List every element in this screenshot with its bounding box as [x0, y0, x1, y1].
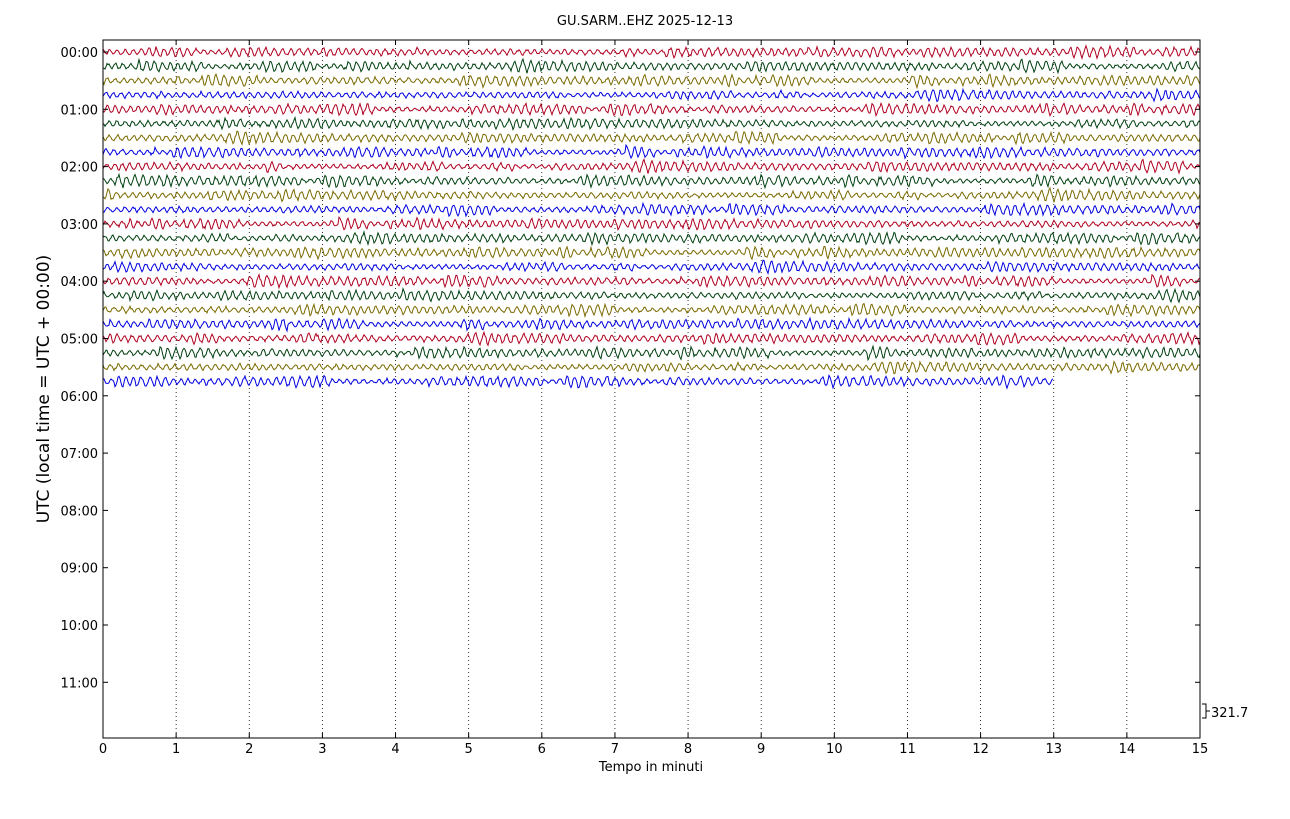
x-tick-label: 8 — [684, 742, 692, 757]
seismic-trace — [102, 374, 1054, 390]
scale-label: 321.7 — [1211, 706, 1248, 721]
seismic-trace — [102, 360, 1201, 375]
seismic-trace — [102, 344, 1201, 362]
x-tick-label: 1 — [172, 742, 180, 757]
seismic-trace — [102, 87, 1201, 103]
x-tick-label: 13 — [1045, 742, 1062, 757]
seismic-trace — [102, 186, 1201, 203]
seismic-trace — [102, 172, 1201, 190]
y-tick-label: 11:00 — [61, 676, 98, 691]
seismic-trace — [102, 330, 1201, 347]
x-axis-ticks: 0 1 2 3 4 5 6 7 8 9 10 11 12 13 14 15 — [99, 40, 1208, 757]
x-tick-label: 12 — [972, 742, 989, 757]
y-tick-label: 05:00 — [61, 333, 98, 348]
seismic-trace — [102, 286, 1201, 304]
seismic-trace — [102, 316, 1201, 333]
seismic-trace — [102, 302, 1201, 319]
y-tick-label: 07:00 — [61, 447, 98, 462]
seismic-trace — [102, 259, 1201, 275]
seismic-trace — [102, 143, 1201, 160]
chart-title: GU.SARM..EHZ 2025-12-13 — [557, 14, 733, 29]
x-tick-label: 10 — [826, 742, 843, 757]
x-tick-label: 14 — [1119, 742, 1136, 757]
x-tick-label: 6 — [538, 742, 546, 757]
y-tick-label: 06:00 — [61, 390, 98, 405]
seismic-trace — [102, 272, 1201, 290]
y-axis-ticks: 00:00 01:00 02:00 03:00 04:00 05:00 06:00 07:00… — [61, 46, 1200, 691]
seismic-trace — [102, 57, 1201, 75]
seismic-trace — [102, 72, 1201, 90]
seismic-trace — [102, 130, 1201, 146]
seismic-trace — [102, 216, 1201, 232]
seismic-trace — [102, 115, 1201, 131]
x-tick-label: 0 — [99, 742, 107, 757]
y-tick-label: 00:00 — [61, 46, 98, 61]
y-tick-label: 02:00 — [61, 161, 98, 176]
x-tick-label: 3 — [318, 742, 326, 757]
y-tick-label: 09:00 — [61, 562, 98, 577]
x-tick-label: 5 — [465, 742, 473, 757]
x-tick-label: 2 — [245, 742, 253, 757]
x-tick-label: 9 — [757, 742, 765, 757]
seismic-trace — [102, 157, 1201, 175]
x-axis-label: Tempo in minuti — [598, 760, 703, 775]
y-tick-label: 01:00 — [61, 103, 98, 118]
seismic-trace — [102, 101, 1201, 118]
scale-bar: 321.7 — [1202, 703, 1248, 721]
x-tick-label: 15 — [1192, 742, 1209, 757]
seismic-trace — [102, 44, 1201, 60]
y-tick-label: 04:00 — [61, 275, 98, 290]
x-tick-label: 4 — [391, 742, 399, 757]
y-axis-label: UTC (local time = UTC + 00:00) — [34, 255, 54, 524]
x-tick-label: 11 — [899, 742, 916, 757]
grid-lines — [175, 40, 1128, 738]
x-tick-label: 7 — [611, 742, 619, 757]
plot-frame — [102, 39, 1201, 739]
y-tick-label: 10:00 — [61, 619, 98, 634]
seismic-trace — [102, 201, 1201, 218]
seismic-trace — [102, 230, 1201, 247]
seismic-traces — [102, 44, 1201, 390]
y-tick-label: 03:00 — [61, 218, 98, 233]
seismic-trace — [102, 245, 1201, 261]
y-tick-label: 08:00 — [61, 504, 98, 519]
